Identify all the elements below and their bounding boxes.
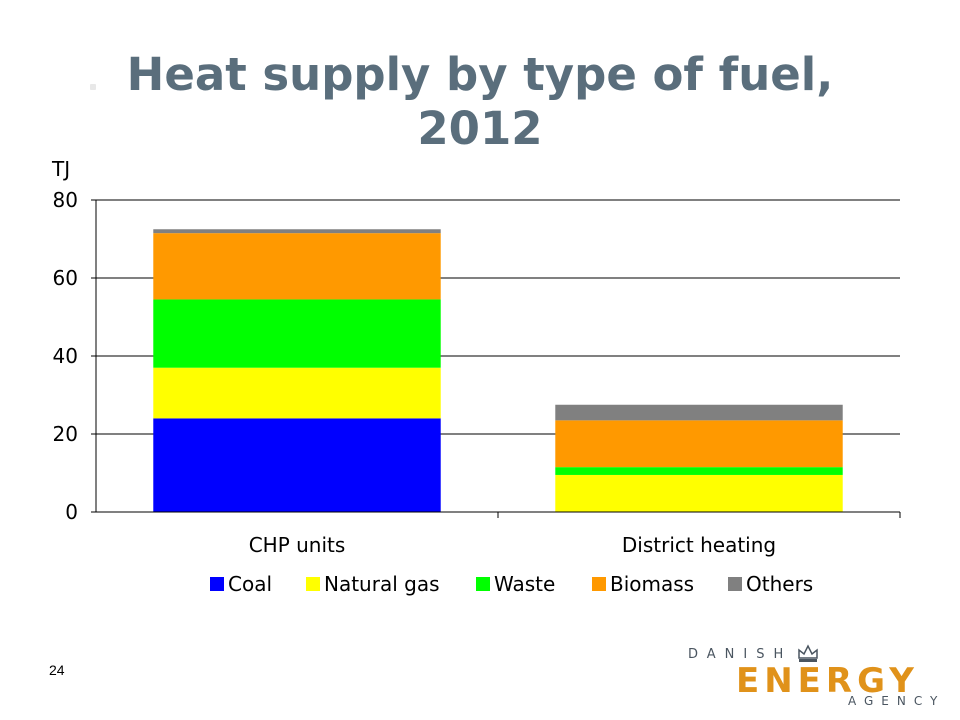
x-tick-labels: CHP units District heating: [249, 533, 776, 557]
bar-segment-coal: [153, 418, 441, 512]
y-tick-label: 20: [53, 422, 78, 446]
bars: [153, 229, 843, 512]
legend-swatch: [476, 577, 490, 591]
bar-segment-others: [153, 229, 441, 234]
logo-bottom-text: AGENCY: [848, 694, 946, 708]
x-tick-label: CHP units: [249, 533, 346, 557]
bullet-mark: [90, 84, 96, 90]
bar-segment-natural-gas: [555, 474, 843, 512]
x-tick-label: District heating: [622, 533, 776, 557]
logo-main-text: ENERGY: [736, 661, 919, 701]
legend-label: Others: [746, 572, 813, 596]
y-tick-labels: 80 60 40 20 0: [53, 188, 78, 524]
legend-label: Natural gas: [324, 572, 440, 596]
axes: [95, 200, 901, 518]
legend-label: Waste: [494, 572, 555, 596]
stacked-bar-chart: TJ 80 60 40 20 0 CHP units District heating C…: [51, 157, 901, 596]
legend-swatch: [210, 577, 224, 591]
bar-segment-others: [555, 404, 843, 421]
bar-segment-biomass: [153, 233, 441, 300]
slide-title: Heat supply by type of fuel, 2012: [126, 48, 834, 155]
legend-swatch: [592, 577, 606, 591]
legend: Coal Natural gas Waste Biomass Others: [210, 572, 813, 596]
y-axis-label: TJ: [51, 157, 70, 181]
legend-item-biomass: Biomass: [592, 572, 694, 596]
bar-segment-waste: [555, 467, 843, 475]
bar-segment-waste: [153, 299, 441, 368]
legend-swatch: [306, 577, 320, 591]
legend-label: Coal: [228, 572, 272, 596]
bar-segment-biomass: [555, 420, 843, 468]
crown-icon: [798, 644, 818, 662]
y-tick-label: 80: [53, 188, 78, 212]
legend-item-natural-gas: Natural gas: [306, 572, 440, 596]
legend-item-waste: Waste: [476, 572, 555, 596]
legend-item-others: Others: [728, 572, 813, 596]
y-tick-label: 40: [53, 344, 78, 368]
legend-swatch: [728, 577, 742, 591]
bar-segment-natural-gas: [153, 367, 441, 419]
page-number: 24: [49, 662, 65, 678]
y-tick-label: 60: [53, 266, 78, 290]
agency-logo: DANISH ENERGY AGENCY: [680, 636, 940, 720]
y-tick-label: 0: [65, 500, 78, 524]
legend-item-coal: Coal: [210, 572, 272, 596]
logo-top-text: DANISH: [688, 647, 793, 662]
legend-label: Biomass: [610, 572, 694, 596]
